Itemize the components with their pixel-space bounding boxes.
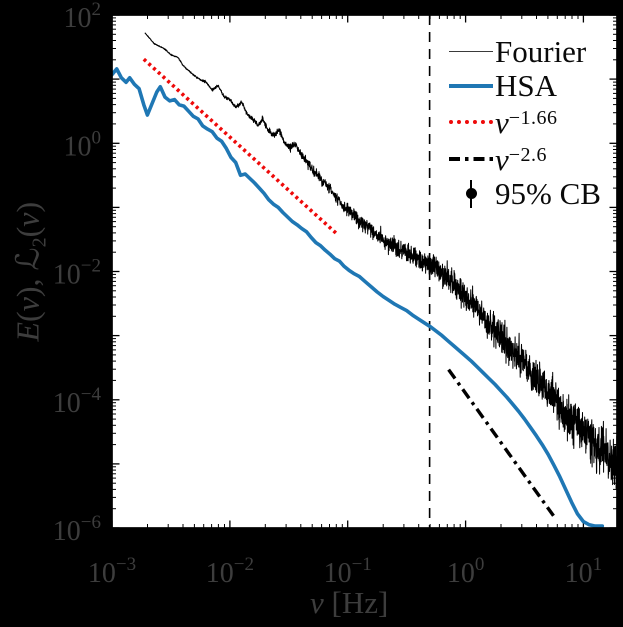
legend-label: HSA bbox=[495, 68, 558, 103]
legend-label: 95% CB bbox=[495, 176, 601, 211]
svg-text:10−2: 10−2 bbox=[53, 256, 101, 291]
y-axis-label: E(ν), ℒ2(ν) bbox=[9, 201, 51, 342]
legend-label: Fourier bbox=[495, 33, 587, 69]
legend-entry--: ν−1.66 bbox=[449, 105, 558, 139]
hsa-spectrum bbox=[112, 67, 605, 528]
line-sample-thin-icon bbox=[449, 50, 493, 52]
line-sample-thick-icon bbox=[449, 83, 493, 88]
line-sample-dotted-icon bbox=[449, 120, 493, 124]
plot-area bbox=[112, 15, 617, 528]
ref-line--2.6 bbox=[447, 368, 555, 517]
line-sample-dashdot-icon bbox=[449, 157, 493, 161]
fourier-spectrum bbox=[144, 32, 617, 489]
nu-symbol: ν bbox=[310, 585, 324, 620]
x-axis-label: ν [Hz] bbox=[310, 585, 389, 620]
legend-entry--: ν−2.6 bbox=[449, 142, 547, 176]
legend-entry-hsa: HSA bbox=[449, 69, 557, 103]
legend-entry-95-cb: 95% CB bbox=[449, 177, 601, 211]
errorbar-marker-icon bbox=[449, 178, 493, 210]
series-group bbox=[112, 32, 617, 528]
legend-label: ν−2.6 bbox=[495, 141, 548, 177]
legend-entry-fourier: Fourier bbox=[449, 34, 586, 68]
axes-box bbox=[111, 14, 618, 529]
legend-label: ν−1.66 bbox=[495, 104, 558, 140]
ref-line--1.66 bbox=[142, 57, 338, 235]
